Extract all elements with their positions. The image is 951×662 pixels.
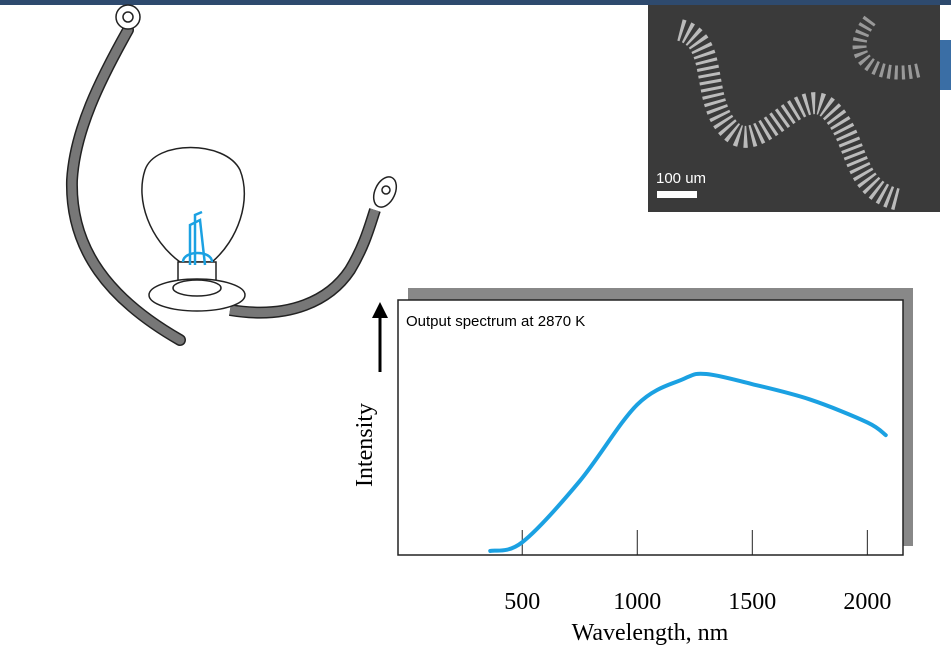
scale-bar xyxy=(657,191,697,198)
x-tick-label: 2000 xyxy=(843,589,891,615)
x-axis-label: Wavelength, nm xyxy=(572,620,729,646)
x-tick-label: 1000 xyxy=(613,589,661,615)
lamp-drawing xyxy=(65,4,398,346)
x-tick-label: 1500 xyxy=(728,589,776,615)
sem-image: 100 um xyxy=(648,5,940,212)
scale-label: 100 um xyxy=(656,170,706,187)
y-arrow-head xyxy=(372,302,388,318)
spectrum-line xyxy=(488,371,888,553)
x-tick-label: 500 xyxy=(504,589,540,615)
plot-area xyxy=(397,299,904,556)
side-tab xyxy=(938,40,951,90)
chart-title: Output spectrum at 2870 K xyxy=(406,313,585,330)
top-bar xyxy=(0,0,951,5)
y-axis-label: Intensity xyxy=(352,403,378,487)
